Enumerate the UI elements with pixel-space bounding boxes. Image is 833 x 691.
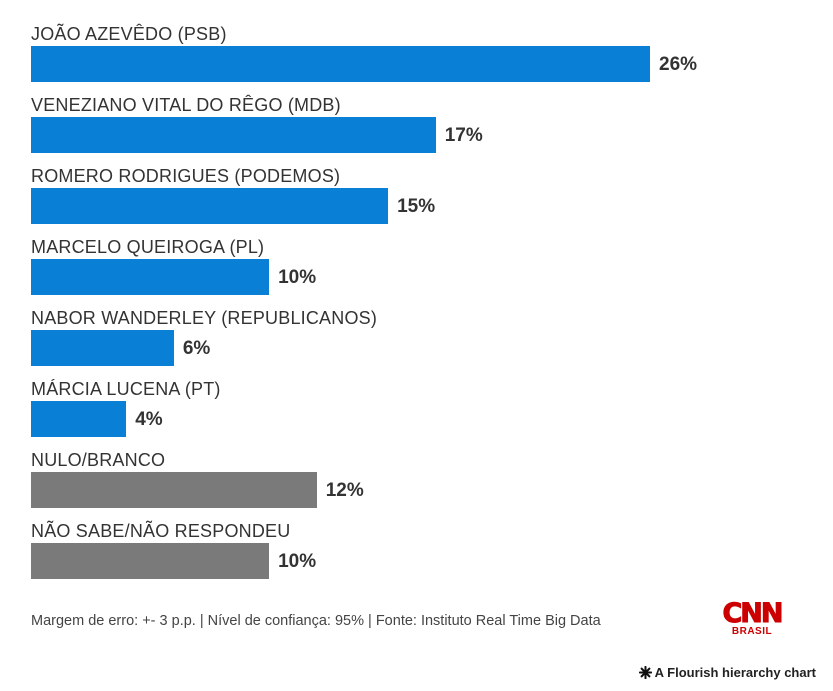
category-label: VENEZIANO VITAL DO RÊGO (MDB) (31, 95, 341, 115)
bar (31, 401, 127, 437)
value-label: 15% (397, 196, 436, 217)
bar (31, 259, 270, 295)
flourish-credit-link[interactable]: A Flourish hierarchy chart (638, 665, 816, 680)
category-label: NULO/BRANCO (31, 450, 166, 470)
category-label: JOÃO AZEVÊDO (PSB) (31, 24, 227, 44)
footer-note: Margem de erro: +- 3 p.p. | Nível de con… (31, 613, 601, 629)
category-label: NABOR WANDERLEY (REPUBLICANOS) (31, 308, 378, 328)
credit-text: A Flourish hierarchy chart (654, 665, 816, 680)
flourish-asterisk-icon (638, 666, 652, 679)
bar (31, 46, 650, 82)
bar (31, 117, 436, 153)
logo-subtitle: BRASIL (731, 626, 773, 637)
bar (31, 188, 389, 224)
bar (31, 472, 317, 508)
value-label: 10% (278, 551, 317, 572)
category-label: MÁRCIA LUCENA (PT) (31, 379, 221, 399)
bar-chart: JOÃO AZEVÊDO (PSB) 26% VENEZIANO VITAL DO … (31, 24, 698, 579)
value-label: 12% (325, 480, 364, 501)
bar (31, 330, 174, 366)
value-label: 17% (444, 125, 483, 146)
category-label: ROMERO RODRIGUES (PODEMOS) (31, 166, 341, 186)
category-label: MARCELO QUEIROGA (PL) (31, 237, 265, 257)
value-label: 4% (135, 409, 163, 430)
cnn-brasil-logo: CNN BRASIL (722, 598, 784, 640)
category-label: NÃO SABE/NÃO RESPONDEU (31, 521, 291, 541)
logo-word: CNN (722, 598, 784, 629)
value-label: 6% (182, 338, 211, 359)
value-label: 10% (278, 267, 317, 288)
bar (31, 543, 270, 579)
value-label: 26% (659, 54, 698, 75)
